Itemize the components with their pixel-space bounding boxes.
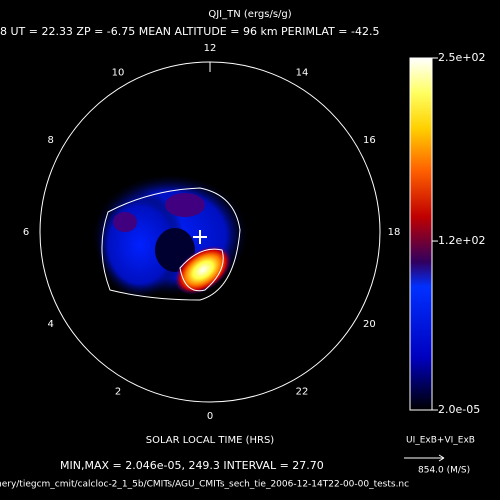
hour-label: 22 [296, 386, 309, 397]
hour-label: 10 [112, 68, 125, 79]
hour-label: 6 [23, 227, 29, 238]
file-path: nery/tiegcm_cmit/calcloc-2_1_5b/CMITs/AG… [0, 480, 409, 490]
hour-label: 12 [204, 43, 217, 54]
hour-label: 14 [296, 68, 309, 79]
stats: MIN,MAX = 2.046e-05, 249.3 INTERVAL = 27… [60, 459, 324, 472]
hour-label: 8 [47, 135, 53, 146]
chart-subtitle: -8 UT = 22.33 ZP = -6.75 MEAN ALTITUDE =… [0, 25, 379, 38]
chart-title: QJI_TN (ergs/s/g) [208, 9, 291, 20]
colorbar-tick-label: 2.0e-05 [438, 403, 480, 416]
hour-label: 2 [115, 386, 121, 397]
colorbar-tick-label: 1.2e+02 [438, 234, 485, 247]
colorbar-tick-label: 2.5e+02 [438, 51, 485, 64]
vector-arrowhead [438, 454, 445, 462]
vector-title: UI_ExB+VI_ExB [406, 436, 475, 446]
hour-label: 18 [388, 227, 401, 238]
hour-label: 20 [363, 319, 376, 330]
vector-scale: 854.0 (M/S) [418, 466, 470, 476]
hour-label: 4 [47, 319, 53, 330]
colorbar [409, 57, 433, 411]
hour-label: 16 [363, 135, 376, 146]
hour-label: 0 [207, 411, 213, 422]
x-axis-label: SOLAR LOCAL TIME (HRS) [146, 435, 275, 446]
field [90, 173, 250, 301]
